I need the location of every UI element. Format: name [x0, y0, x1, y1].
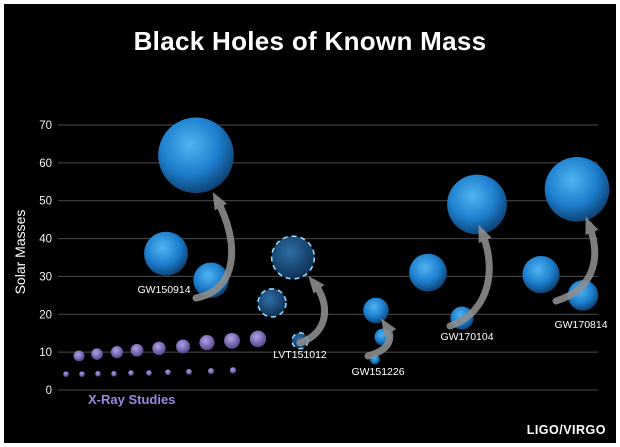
xray-point	[199, 335, 215, 351]
xray-point	[79, 371, 85, 377]
event-merged-circle	[158, 117, 234, 194]
xray-point	[207, 368, 215, 375]
merger-arrow	[364, 318, 397, 360]
event-component-circle	[257, 288, 287, 318]
y-tick-label: 20	[39, 309, 52, 321]
merger-arrow	[192, 192, 236, 302]
y-tick-label: 10	[39, 347, 52, 359]
y-tick-label: 30	[39, 271, 52, 283]
y-axis-title: Solar Masses	[12, 209, 28, 295]
xray-point	[165, 369, 171, 376]
merger-arrow	[552, 216, 599, 305]
xray-point	[128, 370, 134, 376]
event-component-circle	[409, 253, 447, 292]
xray-points	[63, 330, 267, 377]
event-label: GW150914	[137, 284, 190, 296]
xray-point	[229, 367, 237, 374]
xray-point	[73, 350, 85, 362]
xray-point	[95, 370, 101, 377]
merger-arrows	[192, 192, 599, 360]
merger-arrow	[296, 275, 329, 347]
xray-point	[175, 339, 191, 354]
xray-point	[63, 371, 69, 377]
xray-point	[110, 346, 124, 359]
ligo-virgo-credit: LIGO/VIRGO	[526, 423, 606, 437]
event-merged-circle	[447, 174, 507, 235]
chart-title: Black Holes of Known Mass	[133, 26, 487, 56]
event-label: GW151226	[351, 366, 404, 378]
merger-arrow	[446, 224, 493, 330]
event-circles	[144, 117, 610, 365]
event-label: LVT151012	[273, 349, 327, 361]
xray-studies-label: X-Ray Studies	[88, 392, 176, 407]
xray-point	[152, 341, 166, 356]
xray-point	[224, 332, 240, 349]
y-tick-label: 40	[39, 234, 52, 246]
xray-point	[130, 343, 144, 357]
event-component-circle	[144, 231, 188, 276]
xray-point	[249, 330, 267, 348]
event-label: GW170104	[440, 331, 493, 343]
event-merged-circle	[270, 235, 316, 280]
xray-point	[91, 348, 103, 360]
event-component-circle	[522, 255, 560, 294]
xray-point	[146, 370, 152, 376]
y-tick-label: 60	[39, 158, 52, 170]
event-label: GW170814	[554, 319, 607, 331]
y-tick-label: 0	[46, 385, 52, 397]
event-merged-circle	[544, 157, 610, 222]
xray-point	[111, 370, 117, 377]
y-tick-label: 50	[39, 196, 52, 208]
y-tick-label: 70	[39, 120, 52, 132]
xray-point	[186, 368, 192, 375]
event-labels: GW150914 LVT151012 GW151226 GW170104 GW17081…	[137, 284, 607, 378]
event-merged-circle	[363, 297, 389, 324]
